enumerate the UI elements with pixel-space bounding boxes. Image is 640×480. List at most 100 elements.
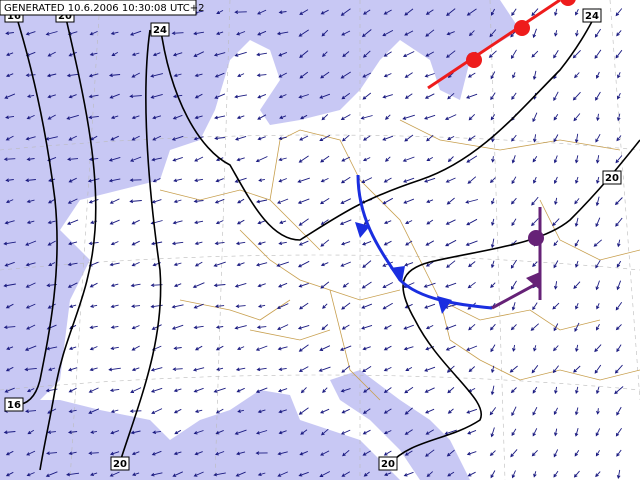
wind-arrow <box>445 282 457 288</box>
wind-arrow <box>131 261 140 267</box>
wind-arrow <box>616 406 622 416</box>
wind-arrow <box>5 303 14 309</box>
wind-arrow <box>4 387 15 393</box>
wind-arrow <box>130 387 142 393</box>
wind-arrow <box>47 114 56 120</box>
wind-arrow <box>300 387 307 394</box>
wind-arrow <box>468 323 476 331</box>
wind-arrow <box>385 156 391 162</box>
wind-arrow <box>276 261 289 267</box>
wind-arrow <box>511 8 517 16</box>
wind-arrow <box>131 115 140 120</box>
wind-arrow <box>510 449 518 458</box>
wind-arrow <box>615 301 623 311</box>
wind-arrow <box>24 345 37 351</box>
wind-arrow <box>68 177 77 183</box>
wind-arrow <box>278 136 287 141</box>
wind-arrow <box>66 114 79 120</box>
wind-arrow <box>511 280 517 290</box>
wind-arrow <box>615 217 623 227</box>
wind-arrow <box>361 29 372 38</box>
wind-arrow <box>45 471 58 477</box>
wind-arrow <box>446 8 456 16</box>
wind-arrow <box>25 282 36 288</box>
wind-arrow <box>320 9 329 15</box>
wind-arrow <box>25 303 36 309</box>
wind-arrow <box>574 217 579 228</box>
wind-arrow <box>511 428 517 436</box>
wind-arrow <box>237 73 245 78</box>
wind-arrow <box>552 365 559 374</box>
wind-arrow <box>340 261 351 267</box>
wind-arrow <box>340 71 351 79</box>
wind-arrow <box>278 10 287 15</box>
wind-arrow <box>24 367 37 372</box>
isoline-label: 16 <box>7 11 21 22</box>
wind-arrow <box>5 471 14 477</box>
wind-arrow <box>131 304 141 309</box>
wind-arrow <box>446 260 456 268</box>
wind-arrow <box>319 198 330 205</box>
wind-arrow <box>46 451 58 456</box>
wind-arrow <box>276 303 289 310</box>
wind-arrow <box>300 114 308 120</box>
wind-arrow <box>192 282 205 289</box>
wind-arrow <box>256 367 267 372</box>
wind-arrow <box>171 31 184 36</box>
wind-arrow <box>320 428 329 436</box>
wind-arrow <box>446 449 455 457</box>
wind-arrow <box>382 30 394 37</box>
wind-arrow <box>277 324 289 331</box>
wind-arrow <box>595 155 600 164</box>
wind-arrow <box>213 261 226 267</box>
wind-arrow <box>234 429 247 435</box>
wind-arrow <box>383 177 392 183</box>
wind-arrow <box>235 367 246 372</box>
wind-arrow <box>213 283 226 288</box>
wind-arrow <box>109 219 120 225</box>
wind-arrow <box>214 136 225 141</box>
wind-arrow <box>276 31 289 36</box>
wind-arrow <box>594 344 602 353</box>
front-symbol <box>526 272 540 290</box>
wind-arrow <box>152 52 161 57</box>
wind-arrow <box>342 51 350 58</box>
wind-arrow <box>510 259 517 269</box>
wind-arrow <box>491 156 495 163</box>
wind-arrow <box>532 386 538 394</box>
wind-arrow <box>299 50 309 59</box>
wind-arrow <box>339 345 352 351</box>
wind-arrow <box>194 220 204 225</box>
wind-arrow <box>490 114 496 121</box>
front-symbol <box>466 0 576 68</box>
wind-arrow <box>4 93 16 99</box>
wind-arrow <box>382 135 394 141</box>
wind-arrow <box>362 429 371 435</box>
wind-arrow <box>341 92 351 100</box>
wind-arrow <box>255 430 268 435</box>
wind-arrow <box>532 156 538 163</box>
wind-arrow <box>173 262 182 267</box>
wind-arrow <box>257 136 266 141</box>
wind-arrow <box>5 73 14 78</box>
wind-arrow <box>4 220 15 225</box>
wind-arrow <box>340 176 351 184</box>
wind-arrow <box>89 325 98 330</box>
wind-arrow <box>257 472 266 477</box>
wind-arrow <box>341 30 351 36</box>
wind-arrow <box>214 304 225 309</box>
wind-arrow <box>67 430 78 435</box>
wind-arrow <box>424 73 435 78</box>
wind-arrow <box>383 220 392 225</box>
wind-arrow <box>213 387 226 393</box>
wind-arrow <box>511 302 516 311</box>
wind-arrow <box>447 136 455 141</box>
wind-arrow <box>172 52 183 57</box>
wind-arrow <box>131 240 140 246</box>
wind-arrow <box>110 325 119 329</box>
wind-arrow <box>319 345 331 351</box>
wind-arrow <box>404 303 413 309</box>
wind-arrow <box>553 407 559 416</box>
wind-arrow <box>3 283 16 288</box>
wind-arrow <box>25 409 37 414</box>
